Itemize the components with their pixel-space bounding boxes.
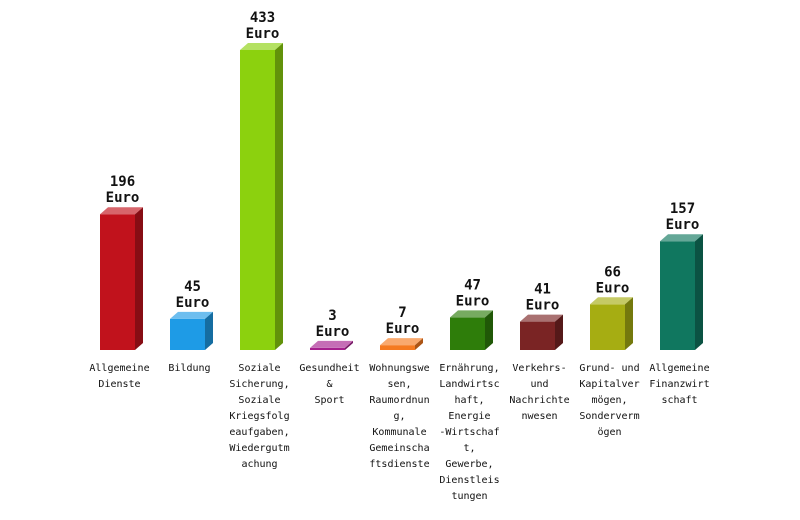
bar-top: [380, 338, 423, 346]
bar: [380, 345, 415, 350]
category-label: Wohnungswe sen, Raumordnun g, Kommunale Gemei…: [369, 363, 429, 470]
data-label: 7 Euro: [386, 305, 420, 337]
bar-side: [275, 43, 283, 350]
bar-side: [625, 297, 633, 350]
bar: [450, 317, 485, 350]
category-label: Allgemeine Finanzwirt schaft: [649, 363, 709, 406]
bar-side: [555, 314, 563, 350]
data-label: 45 Euro: [176, 279, 210, 311]
bar: [100, 214, 135, 350]
category-label: Gesundheit & Sport: [299, 363, 359, 406]
bar-top: [240, 43, 283, 50]
category-label: Bildung: [168, 363, 210, 374]
category-label: Soziale Sicherung, Soziale Kriegsfolg eaufga…: [229, 363, 289, 470]
bar-top: [310, 340, 353, 348]
data-label: 47 Euro: [456, 277, 490, 309]
bar-top: [170, 311, 213, 319]
category-label: Grund- und Kapitalver mögen, Sonderverm ögen: [579, 363, 639, 438]
data-label: 196 Euro: [106, 174, 140, 206]
bar: [520, 321, 555, 350]
bar-side: [135, 207, 143, 350]
data-label: 157 Euro: [666, 201, 700, 233]
category-label: Ernährung, Landwirtsc haft, Energie -Wirtsch…: [439, 363, 499, 502]
bar-top: [520, 314, 563, 322]
data-label: 3 Euro: [316, 308, 350, 340]
bar-top: [100, 207, 143, 215]
data-label: 66 Euro: [596, 264, 630, 296]
bar-top: [660, 234, 703, 242]
bar-side: [695, 234, 703, 350]
bar-top: [450, 310, 493, 318]
data-label: 433 Euro: [246, 10, 280, 42]
bar-side: [485, 310, 493, 350]
bar-side: [345, 340, 353, 350]
category-label: Verkehrs-und Nachrichte nwesen: [509, 363, 569, 422]
bar-top: [590, 297, 633, 305]
bar-side: [205, 311, 213, 350]
bar: [660, 241, 695, 350]
bar-side: [415, 338, 423, 350]
bar: [590, 304, 625, 350]
bar: [240, 50, 275, 350]
category-label: Allgemeine Dienste: [89, 363, 149, 390]
bar: [170, 318, 205, 350]
bar: [310, 347, 345, 350]
data-label: 41 Euro: [526, 282, 560, 314]
